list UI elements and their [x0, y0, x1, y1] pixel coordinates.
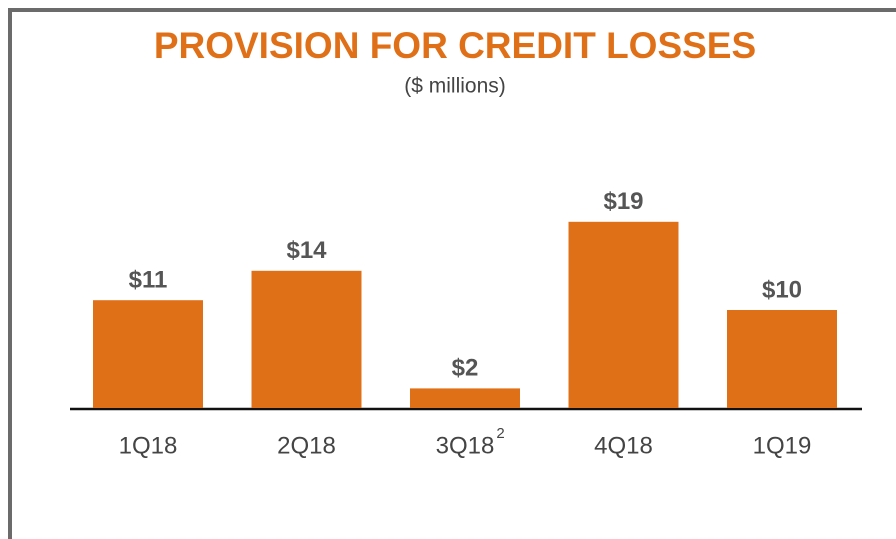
- bar: [727, 310, 837, 408]
- value-label: $14: [286, 237, 327, 264]
- x-tick-label: 1Q19: [753, 432, 812, 459]
- frame: [8, 8, 896, 539]
- x-tick-label: 4Q18: [594, 432, 653, 459]
- bar: [251, 270, 362, 408]
- bar: [93, 300, 203, 408]
- x-tick-label: 2Q18: [277, 432, 336, 459]
- value-label: $2: [452, 355, 479, 382]
- bar: [568, 221, 679, 408]
- chart-title: PROVISION FOR CREDIT LOSSES: [154, 25, 756, 66]
- x-tick-label: 3Q18: [436, 432, 495, 459]
- chart-subtitle: ($ millions): [404, 75, 506, 98]
- value-label: $19: [603, 188, 643, 215]
- bar: [410, 388, 520, 408]
- footnote-marker: 2: [496, 425, 504, 442]
- value-label: $10: [762, 276, 802, 303]
- value-label: $11: [129, 267, 168, 294]
- x-tick-label: 1Q18: [119, 432, 178, 459]
